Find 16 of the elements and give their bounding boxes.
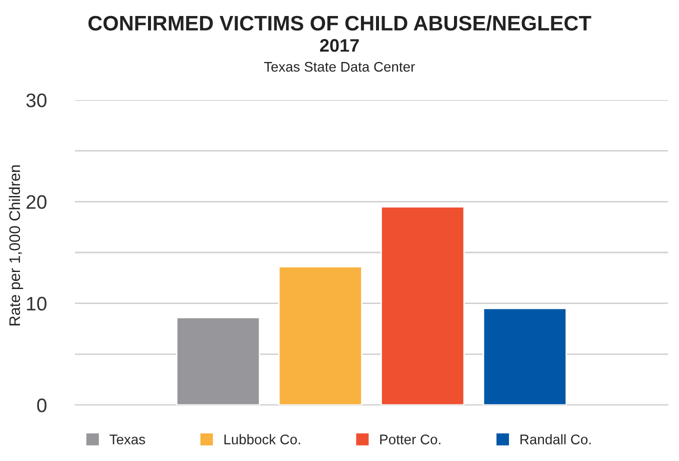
- y-tick-label: 30: [26, 93, 46, 108]
- y-axis-title: Rate per 1,000 Children: [8, 165, 24, 326]
- text: Texas State Data Center: [264, 62, 415, 72]
- bar: [176, 316, 260, 405]
- bar: [482, 308, 567, 405]
- y-tick-label: 0: [37, 398, 46, 412]
- chart-subtitle: 2017: [320, 39, 359, 52]
- legend-label: Potter Co.: [380, 434, 440, 444]
- y-tick-label: 10: [27, 296, 46, 311]
- legend-label: Texas: [110, 434, 146, 444]
- bar: [278, 266, 362, 405]
- legend-label: Lubbock Co.: [224, 434, 300, 444]
- chart-title: CONFIRMED VICTIMS OF CHILD ABUSE/NEGLECT: [88, 15, 592, 31]
- bar: [380, 206, 465, 405]
- legend-label: Randall Co.: [520, 434, 591, 444]
- y-tick-label: 20: [26, 195, 46, 209]
